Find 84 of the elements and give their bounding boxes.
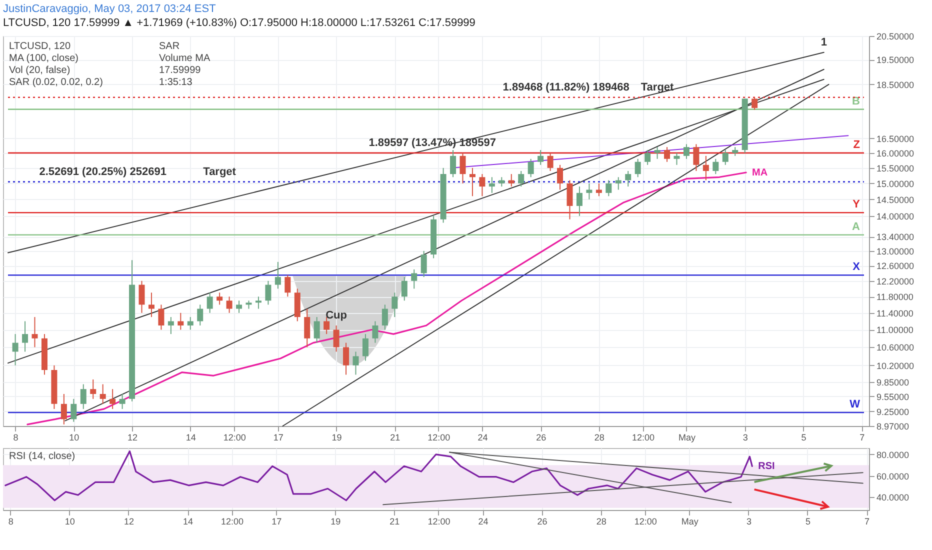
y-tick-label: 14.50000 [876, 194, 914, 205]
annotation: 1 [820, 36, 827, 48]
x-tick-label: 3 [742, 432, 748, 442]
y-tick-label: 9.25000 [876, 406, 910, 417]
annotation: Cup [326, 309, 348, 322]
x-tick-label: 12 [128, 432, 138, 442]
y-tick-label: 14.00000 [876, 211, 914, 222]
x-tick-label: 28 [596, 516, 606, 526]
ref-line-label: X [852, 261, 861, 274]
y-tick-label: 12.20000 [876, 276, 914, 286]
x-tick-label: 12 [124, 516, 134, 526]
y-tick-label: 60.0000 [876, 471, 910, 482]
series-label: RSI [758, 461, 776, 472]
x-tick-label: 12:00 [223, 432, 246, 442]
y-tick-label: 11.00000 [876, 325, 914, 336]
ref-line-label: Z [853, 138, 860, 151]
ref-line-label: A [852, 220, 860, 233]
annotation: Target [203, 166, 236, 178]
ref-line-label: W [850, 398, 861, 411]
x-tick-label: 12:00 [632, 432, 654, 442]
annotation: LTCUSD, 120 [9, 41, 71, 52]
x-tick-label: 3 [746, 516, 752, 526]
annotation: 2.52691 (20.25%) 252691 [39, 166, 166, 178]
y-tick-label: 40.0000 [876, 492, 910, 503]
x-tick-label: 28 [594, 432, 604, 442]
x-tick-label: 24 [478, 432, 488, 442]
chart-title: RSI (14, close) [9, 451, 76, 462]
x-tick-label: May [681, 516, 699, 526]
chart-subtitle: LTCUSD, 120 17.59999 ▲ +1.71969 (+10.83%) O:17.95000 H:18.00000 L:17.53261 C:17.59999 [3, 17, 476, 29]
annotation: SAR (0.02, 0.02, 0.2) [9, 77, 103, 88]
x-tick-label: 10 [64, 516, 75, 526]
x-tick-label: 14 [183, 516, 194, 526]
x-tick-label: 21 [390, 432, 400, 442]
y-tick-label: 80.0000 [876, 450, 910, 460]
y-tick-label: 8.97000 [876, 422, 910, 432]
x-tick-label: 7 [864, 516, 870, 526]
annotation: Volume MA [159, 53, 210, 64]
annotation: Target [640, 81, 674, 94]
y-tick-label: 18.50000 [876, 80, 914, 90]
x-tick-label: 19 [330, 516, 341, 526]
y-tick-label: 15.50000 [876, 163, 914, 174]
x-tick-label: 5 [805, 516, 810, 526]
x-tick-label: 5 [801, 432, 806, 442]
annotation: 1.89597 (13.47%) 189597 [368, 136, 496, 149]
annotation: 1:35:13 [159, 77, 193, 88]
y-tick-label: 11.40000 [876, 308, 914, 318]
annotation: 1.89468 (11.82%) 189468 [502, 81, 630, 94]
annotation: 17.59999 [159, 65, 202, 76]
y-tick-label: 12.60000 [876, 261, 914, 272]
y-tick-label: 20.50000 [876, 32, 914, 42]
y-tick-label: 10.20000 [876, 360, 914, 371]
y-tick-label: 9.55000 [876, 392, 910, 402]
y-tick-label: 13.00000 [876, 246, 914, 256]
x-tick-label: 8 [8, 516, 14, 526]
y-tick-label: 16.00000 [876, 148, 914, 158]
x-tick-label: 8 [13, 432, 18, 442]
y-tick-label: 10.60000 [876, 342, 914, 353]
chart-title: JustinCaravaggio, May 03, 2017 03:24 EST [3, 3, 216, 15]
ref-line-label: Y [852, 198, 861, 211]
x-tick-label: 24 [478, 516, 488, 526]
x-tick-label: 26 [536, 432, 546, 442]
y-tick-label: 16.50000 [876, 134, 914, 144]
x-tick-label: 12:00 [428, 432, 450, 442]
x-tick-label: 12:00 [221, 516, 244, 526]
x-tick-label: May [678, 432, 696, 442]
x-tick-label: 26 [537, 516, 548, 526]
x-tick-label: 19 [332, 432, 342, 442]
series-label: MA [752, 168, 768, 179]
x-tick-label: 14 [186, 432, 196, 442]
y-tick-label: 15.00000 [876, 178, 914, 189]
x-tick-label: 21 [390, 516, 400, 526]
annotation: MA (100, close) [9, 53, 78, 64]
y-tick-label: 11.80000 [876, 292, 914, 302]
x-tick-label: 12:00 [428, 516, 450, 526]
x-tick-label: 7 [860, 432, 865, 442]
x-tick-label: 12:00 [634, 516, 657, 526]
x-tick-label: 17 [273, 432, 284, 442]
x-tick-label: 17 [272, 516, 282, 526]
y-tick-label: 13.40000 [876, 232, 914, 242]
annotation: Vol (20, false) [9, 65, 70, 76]
annotation: SAR [159, 41, 180, 52]
y-tick-label: 19.50000 [876, 55, 914, 66]
x-tick-label: 10 [69, 432, 80, 442]
y-tick-label: 9.85000 [876, 377, 910, 388]
